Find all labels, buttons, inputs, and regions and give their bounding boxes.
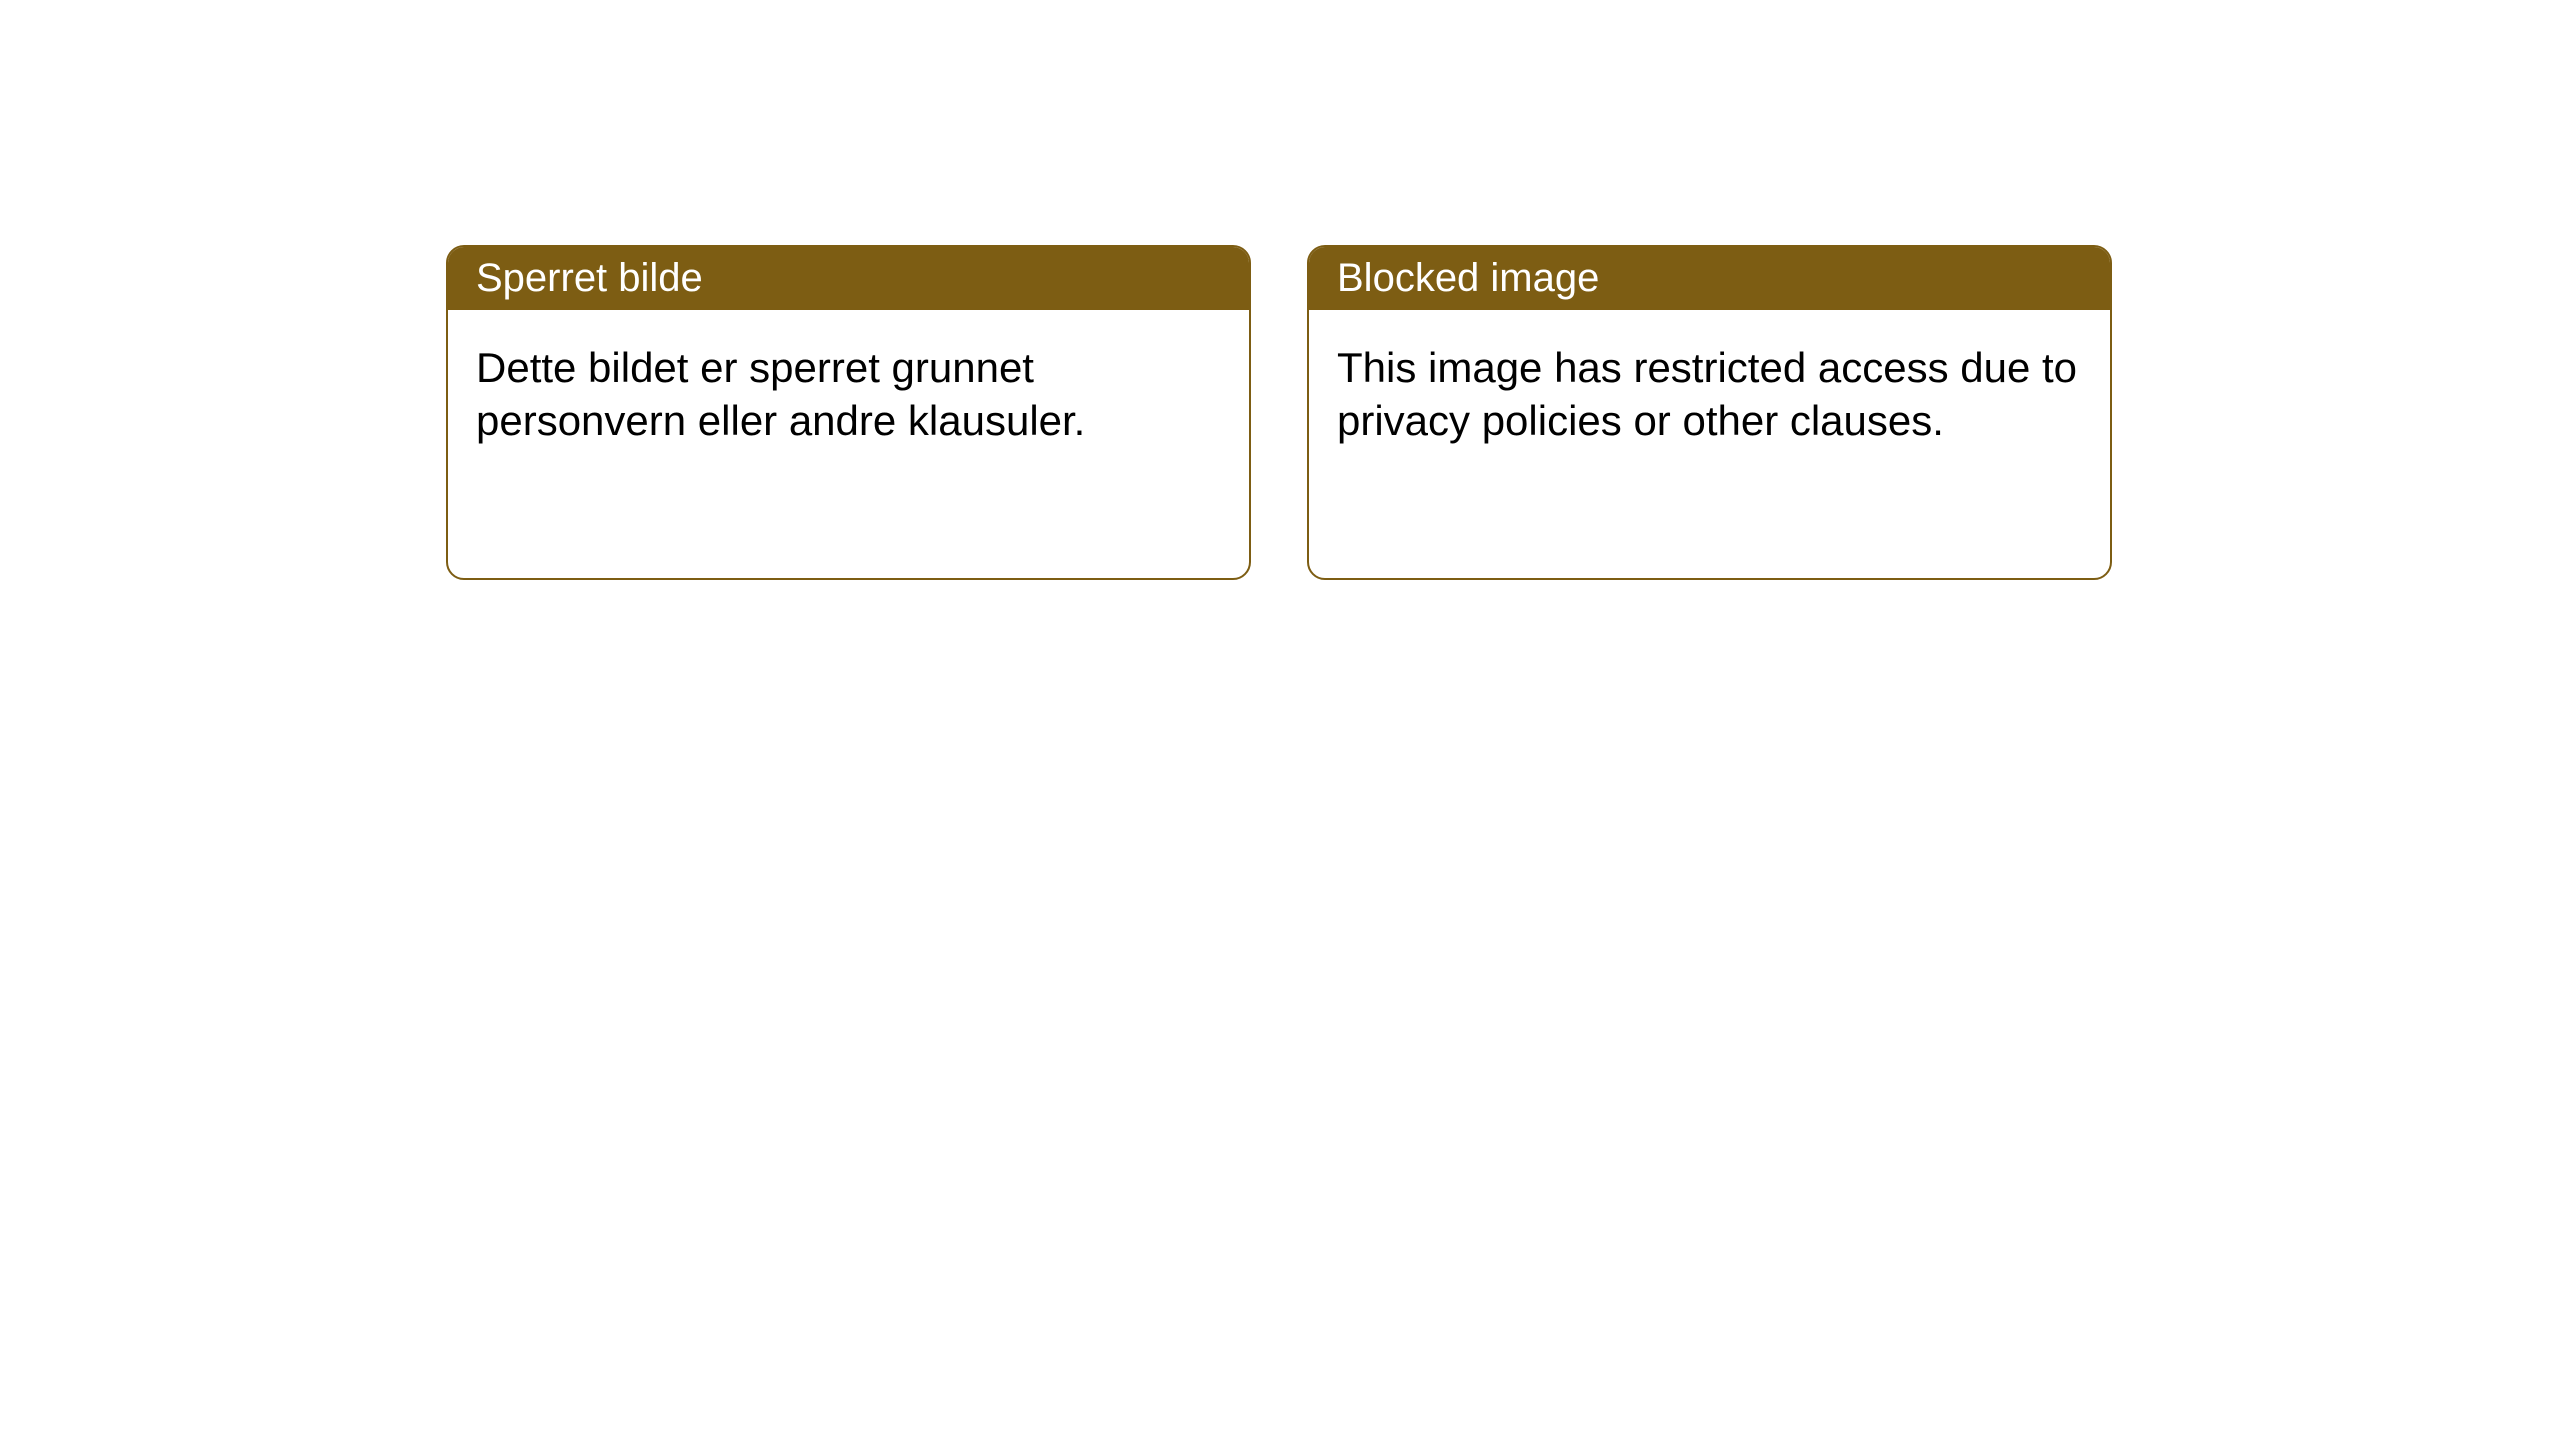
notice-message-norwegian: Dette bildet er sperret grunnet personve…: [448, 310, 1249, 479]
notice-card-norwegian: Sperret bilde Dette bildet er sperret gr…: [446, 245, 1251, 580]
notice-title-norwegian: Sperret bilde: [448, 247, 1249, 310]
notice-title-english: Blocked image: [1309, 247, 2110, 310]
notices-container: Sperret bilde Dette bildet er sperret gr…: [0, 0, 2560, 580]
notice-card-english: Blocked image This image has restricted …: [1307, 245, 2112, 580]
notice-message-english: This image has restricted access due to …: [1309, 310, 2110, 479]
